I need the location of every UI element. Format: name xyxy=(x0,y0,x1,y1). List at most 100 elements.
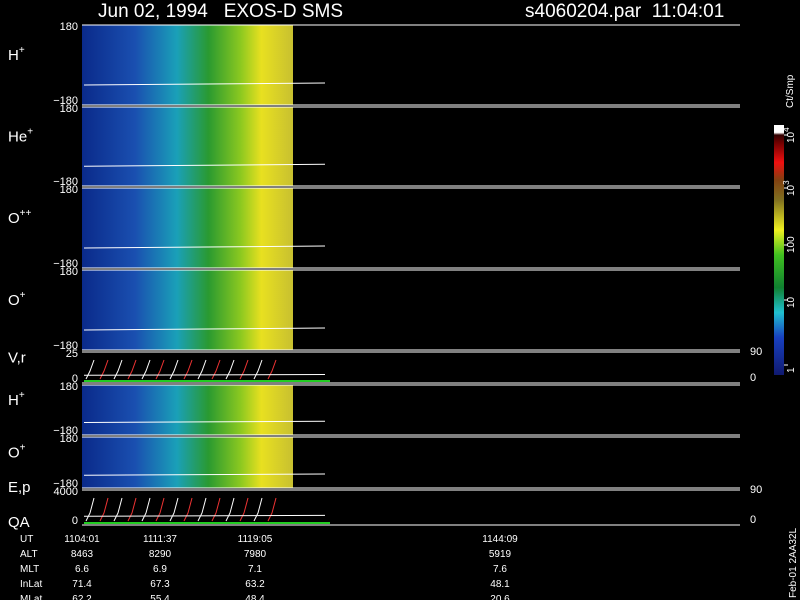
spectrogram xyxy=(82,385,293,435)
trace xyxy=(169,359,179,380)
path-line xyxy=(83,327,326,331)
path-line xyxy=(83,245,326,249)
trace xyxy=(253,359,263,380)
cell: 1104:01 xyxy=(64,534,100,545)
top-label: 4000 xyxy=(54,486,78,498)
bottom-label: −180 xyxy=(53,340,78,352)
bottom-label: 0 xyxy=(72,515,78,527)
spectrogram xyxy=(82,188,293,268)
panel-label: O+ xyxy=(8,290,26,309)
colorbar-tick: 104 xyxy=(782,127,797,143)
bottom-label: −180 xyxy=(53,176,78,188)
label-sup: + xyxy=(20,443,26,454)
panel-label: QA xyxy=(8,514,30,531)
label-text: H xyxy=(8,47,19,64)
cell: 67.3 xyxy=(150,579,170,590)
cell: 5919 xyxy=(489,549,512,560)
label-text: O xyxy=(8,292,20,309)
cell: 6.6 xyxy=(75,564,89,575)
panel-label: H+ xyxy=(8,45,25,64)
trace xyxy=(267,359,277,380)
row-label: UT xyxy=(20,534,33,545)
cell: 71.4 xyxy=(72,579,92,590)
trace xyxy=(211,497,221,522)
trace xyxy=(197,359,207,380)
label-text: E,p xyxy=(8,479,31,496)
row-label: MLat xyxy=(20,594,42,600)
colorbar-tick: 1 xyxy=(786,367,797,373)
label-text: V,r xyxy=(8,350,26,367)
path-line xyxy=(83,373,326,376)
trace xyxy=(99,359,109,380)
top-label: 180 xyxy=(60,266,78,278)
trace xyxy=(267,497,277,522)
bottom-label: −180 xyxy=(53,425,78,437)
cell: 6.9 xyxy=(153,564,167,575)
trace xyxy=(197,497,207,522)
cell: 63.2 xyxy=(245,579,265,590)
trace xyxy=(211,359,221,380)
tick-exp: 4 xyxy=(782,127,791,132)
bottom-label: −180 xyxy=(53,478,78,490)
path-line xyxy=(83,163,326,167)
cell: 20.6 xyxy=(490,594,510,600)
top-label: 180 xyxy=(60,103,78,115)
trace xyxy=(85,359,95,380)
trace xyxy=(99,497,109,522)
row-label: InLat xyxy=(20,579,42,590)
colorbar-tick: 103 xyxy=(782,180,797,196)
top-label: 180 xyxy=(60,433,78,445)
cell: 48.4 xyxy=(245,594,265,600)
cell: 62.2 xyxy=(72,594,92,600)
right-bottom-label: 0 xyxy=(750,514,756,526)
tick-base: 10 xyxy=(786,131,797,143)
cell: 1119:05 xyxy=(238,534,273,545)
label-text: O xyxy=(8,445,20,462)
label-sup: + xyxy=(27,127,33,138)
info-table: UT 1104:01 1111:37 1119:05 1144:09 ALT 8463 829… xyxy=(20,534,518,600)
trace xyxy=(183,497,193,522)
panel-label: O+ xyxy=(8,443,26,462)
top-label: 180 xyxy=(60,184,78,196)
trace xyxy=(169,497,179,522)
trace xyxy=(141,497,151,522)
trace xyxy=(127,497,137,522)
trace xyxy=(113,359,123,380)
label-sup: + xyxy=(19,45,25,56)
label-text: H xyxy=(8,392,19,409)
cell: 48.1 xyxy=(490,579,510,590)
trace xyxy=(239,497,249,522)
trace xyxy=(141,359,151,380)
bottom-label: −180 xyxy=(53,95,78,107)
panel-label: He+ xyxy=(8,127,33,146)
bottom-label: −180 xyxy=(53,258,78,270)
spectrogram xyxy=(82,270,293,350)
right-bottom-label: 0 xyxy=(750,372,756,384)
tick-base: 10 xyxy=(786,184,797,196)
path-line xyxy=(83,473,326,476)
title: Jun 02, 1994 EXOS-D SMS xyxy=(98,1,343,22)
trace xyxy=(225,359,235,380)
trace xyxy=(85,497,95,522)
cell: 8463 xyxy=(71,549,94,560)
trace xyxy=(253,497,263,522)
trace xyxy=(239,359,249,380)
colorbar-title: Ct/Smp xyxy=(785,74,796,108)
path-line xyxy=(83,420,326,423)
cell: 7.6 xyxy=(493,564,507,575)
panel-label: H+ xyxy=(8,390,25,409)
top-label: 25 xyxy=(66,348,78,360)
panel-label: V,r xyxy=(8,350,26,367)
trace xyxy=(155,359,165,380)
row-label: ALT xyxy=(20,549,38,560)
label-sup: + xyxy=(19,390,25,401)
spectrogram xyxy=(82,25,293,105)
trace xyxy=(155,497,165,522)
row-label: MLT xyxy=(20,564,39,575)
bottom-label: 0 xyxy=(72,373,78,385)
cell: 7980 xyxy=(244,549,267,560)
cell: 1111:37 xyxy=(143,534,177,545)
right-top-label: 90 xyxy=(750,484,762,496)
colorbar-tick: 100 xyxy=(786,236,797,253)
